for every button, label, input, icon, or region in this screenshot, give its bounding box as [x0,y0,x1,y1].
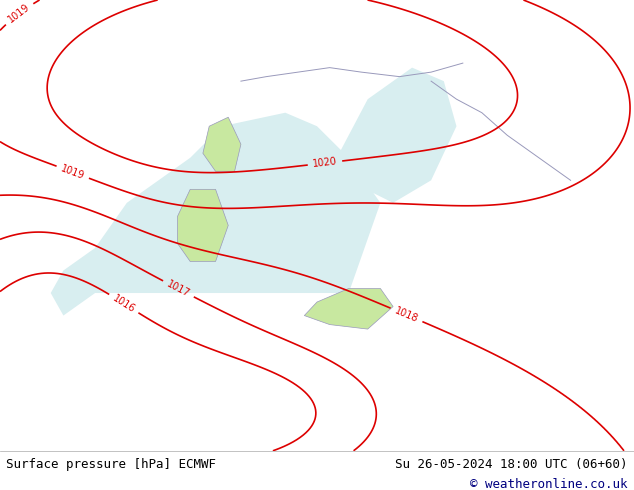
Text: 1016: 1016 [111,293,137,314]
Polygon shape [178,189,228,262]
Text: 1019: 1019 [6,2,32,25]
Polygon shape [203,117,241,172]
Text: 1020: 1020 [312,157,338,170]
Text: 1019: 1019 [60,163,86,181]
Text: Su 26-05-2024 18:00 UTC (06+60): Su 26-05-2024 18:00 UTC (06+60) [395,458,628,471]
Text: 1018: 1018 [393,305,420,324]
Polygon shape [304,289,393,329]
Polygon shape [330,68,456,203]
Polygon shape [51,113,380,316]
Text: Surface pressure [hPa] ECMWF: Surface pressure [hPa] ECMWF [6,458,216,471]
Text: 1017: 1017 [165,279,191,299]
Text: © weatheronline.co.uk: © weatheronline.co.uk [470,478,628,490]
